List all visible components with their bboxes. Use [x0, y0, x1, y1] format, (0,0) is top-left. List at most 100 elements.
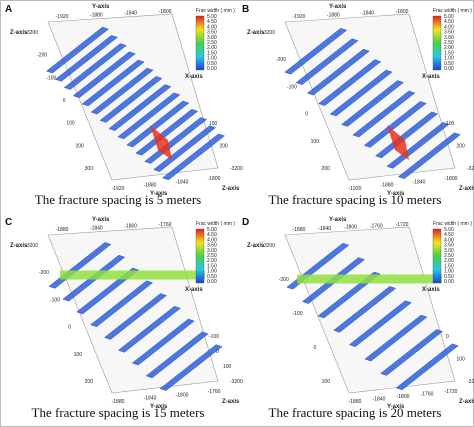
fracture	[329, 69, 393, 117]
panel-letter: D	[242, 217, 249, 228]
colorbar-label: 5.00	[207, 14, 217, 20]
fracture	[117, 92, 181, 140]
fracture	[395, 343, 459, 391]
colorbar	[195, 15, 205, 71]
colorbar-label: 0.50	[207, 274, 217, 280]
caption: The fracture spacing is 10 meters	[269, 192, 442, 207]
tick-label: 200	[322, 166, 331, 172]
tick-label: 0	[216, 349, 219, 355]
tick-label: -1840	[318, 226, 331, 232]
caption: The fracture spacing is 15 meters	[32, 405, 205, 420]
tick-label: -1840	[413, 179, 426, 185]
tick-label: 200	[85, 379, 94, 385]
colorbar-label: 2.50	[207, 40, 217, 46]
colorbar-label: 2.50	[444, 40, 454, 46]
colorbar-label: 1.00	[207, 56, 217, 62]
tick-label: 100	[311, 139, 320, 145]
colorbar-label: 0.50	[444, 61, 454, 67]
axis-label: Y-axis	[150, 404, 168, 410]
panel: D Frac width ( mm )5.004.504.003.503.002.…	[242, 217, 474, 420]
fracture	[162, 133, 225, 181]
colorbar-label: 2.50	[444, 253, 454, 259]
colorbar-label: 4.00	[444, 237, 454, 243]
colorbar-label: 4.00	[444, 24, 454, 30]
fracture	[397, 132, 461, 179]
tick-label: 0	[305, 112, 308, 118]
axis-label: X-axis	[185, 287, 203, 293]
tick-label: -100	[292, 311, 302, 317]
colorbar	[432, 228, 442, 284]
colorbar	[432, 15, 442, 71]
tick-label: -1880	[381, 183, 394, 189]
tick-label: -200	[279, 277, 289, 283]
colorbar-label: 0.50	[207, 61, 217, 67]
axis-label: X-axis	[185, 74, 203, 80]
fracture	[144, 117, 208, 164]
panel-letter: A	[5, 4, 12, 15]
domain-box	[284, 13, 456, 181]
fracture	[380, 329, 443, 376]
fracture	[352, 90, 416, 138]
fracture	[104, 293, 167, 340]
colorbar-label: 4.50	[207, 19, 217, 25]
fracture	[90, 280, 154, 327]
tick-label: 0	[446, 334, 449, 340]
tick-label: -3200	[467, 379, 474, 385]
axis-label: X-axis	[422, 287, 440, 293]
axis-label: Z-axis	[247, 30, 265, 36]
colorbar-label: 5.00	[444, 14, 454, 20]
fracture	[333, 286, 397, 333]
tick-label: -3200	[230, 379, 243, 385]
colorbar-label: 4.50	[444, 19, 454, 25]
axis-label: Y-axis	[150, 191, 168, 197]
tick-label: -1840	[361, 11, 374, 17]
fracture	[81, 59, 145, 107]
tick-label: -1880	[56, 227, 69, 233]
tick-label: 100	[66, 121, 75, 127]
colorbar-label: 0.00	[207, 279, 217, 285]
tick-label: -1720	[396, 222, 409, 228]
tick-label: 200	[220, 144, 229, 150]
tick-label: -1800	[208, 176, 221, 182]
tick-label: -1840	[90, 225, 103, 231]
tick-label: -100	[46, 75, 56, 81]
tick-label: -1920	[293, 14, 306, 20]
tick-label: -1800	[176, 392, 189, 398]
tick-label: -1920	[56, 14, 69, 20]
tick-label: -3200	[262, 30, 275, 36]
tick-label: -1880	[90, 12, 103, 18]
tick-label: 100	[74, 352, 83, 358]
colorbar-label: 1.50	[207, 263, 217, 269]
colorbar-label: 1.00	[444, 269, 454, 275]
tick-label: 0	[63, 98, 66, 104]
tick-label: 100	[209, 121, 218, 127]
tick-label: 100	[446, 121, 455, 127]
axis-label: Z-axis	[459, 399, 474, 405]
fracture	[131, 318, 195, 366]
tick-label: -100	[209, 334, 219, 340]
colorbar-title: Frac width ( mm )	[196, 8, 235, 14]
panel-letter: B	[242, 4, 249, 15]
tick-label: -1800	[445, 176, 458, 182]
tick-label: -1920	[349, 186, 362, 192]
colorbar	[195, 228, 205, 284]
colorbar-label: 1.00	[444, 56, 454, 62]
colorbar-label: 0.50	[444, 274, 454, 280]
fracture	[99, 76, 163, 123]
tick-label: -3200	[467, 166, 474, 172]
tick-label: -1720	[445, 389, 458, 395]
fracture	[363, 101, 427, 148]
axis-label: Z-axis	[10, 30, 28, 36]
colorbar-label: 3.00	[207, 248, 217, 254]
colorbar-label: 3.00	[207, 35, 217, 41]
colorbar-label: 3.50	[207, 243, 217, 249]
colorbar-label: 4.00	[207, 237, 217, 243]
tick-label: 100	[322, 379, 331, 385]
tick-label: -1800	[397, 394, 410, 400]
tick-label: 100	[223, 364, 232, 370]
fracture	[284, 28, 348, 75]
colorbar-label: 1.00	[207, 269, 217, 275]
axis-label: Z-axis	[222, 399, 240, 405]
panel: B Frac width ( mm )5.004.504.003.503.002.…	[242, 4, 474, 207]
fracture	[386, 122, 450, 169]
